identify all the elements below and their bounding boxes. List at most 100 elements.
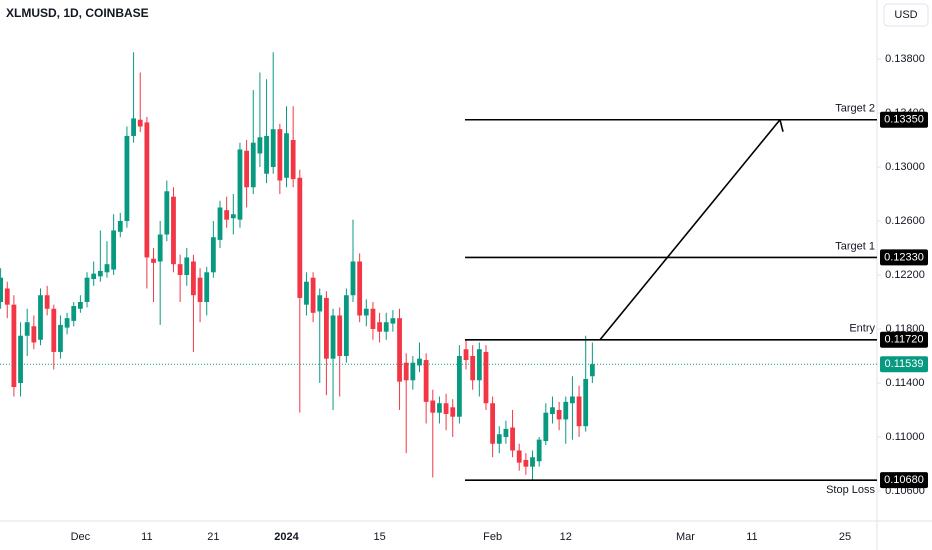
candle-body <box>44 295 50 309</box>
candle-body <box>58 324 63 352</box>
candle-body <box>530 457 535 467</box>
candle-body <box>191 261 196 296</box>
candle-body <box>124 135 130 221</box>
candle-body <box>470 355 476 381</box>
candle-body <box>304 281 309 305</box>
x-tick-label: 11 <box>141 531 152 543</box>
candle-body <box>570 396 575 404</box>
candle-body <box>84 277 90 302</box>
level-price-label: 0.12330 <box>884 251 924 263</box>
candle-body <box>556 409 562 420</box>
y-tick-label: 0.11000 <box>886 431 925 443</box>
candle-body <box>576 396 582 427</box>
candle-body <box>450 407 456 417</box>
candle-body <box>403 362 409 381</box>
candle-body <box>516 450 522 463</box>
currency-label[interactable]: USD <box>894 9 917 21</box>
last-price-label: 0.11539 <box>885 358 924 370</box>
level-name: Target 2 <box>835 103 875 115</box>
x-tick-label: 15 <box>373 531 385 543</box>
x-tick-label: 12 <box>560 531 572 543</box>
y-tick-label: 0.12600 <box>885 215 925 227</box>
level-price-box <box>880 249 928 266</box>
candle-body <box>390 318 396 324</box>
candle-body <box>64 318 70 328</box>
candle-body <box>476 349 482 381</box>
candle-body <box>437 403 442 413</box>
arrow <box>599 119 781 341</box>
level-name: Stop Loss <box>826 484 875 496</box>
candle-body <box>536 439 542 462</box>
candle-body <box>317 295 323 312</box>
last-price-box <box>880 356 928 373</box>
candle-body <box>237 149 243 220</box>
candle-body <box>463 349 469 361</box>
candle-body <box>496 434 502 444</box>
candle-body <box>490 403 496 444</box>
y-tick-label: 0.13000 <box>885 161 925 173</box>
y-tick-label: 0.11400 <box>886 377 925 389</box>
candle-body <box>456 355 462 417</box>
x-tick-label: 2024 <box>274 531 299 543</box>
candle-body <box>370 308 376 329</box>
candle-body <box>177 264 183 275</box>
candle-body <box>250 142 256 188</box>
candle-body <box>277 129 283 181</box>
candle-body <box>31 326 37 343</box>
candle-body <box>410 362 416 381</box>
x-tick-label: 25 <box>839 531 851 543</box>
candle-body <box>117 220 123 232</box>
x-tick-label: Mar <box>676 531 695 543</box>
candle-body <box>363 308 369 316</box>
candle-body <box>550 407 555 415</box>
candle-body <box>24 322 30 336</box>
level-name: Target 1 <box>835 240 875 252</box>
candle-body <box>523 459 529 467</box>
candle-body <box>11 304 17 388</box>
candle-body <box>483 351 489 404</box>
candle-body <box>589 364 595 377</box>
candle-body <box>4 288 10 305</box>
candle-body <box>111 230 117 270</box>
candle-body <box>510 427 515 451</box>
candle-body <box>423 360 429 402</box>
candle-body <box>91 273 97 280</box>
candle-body <box>297 177 303 298</box>
candle-body <box>38 295 43 340</box>
candle-body <box>171 196 176 265</box>
candle-body <box>144 122 150 258</box>
currency-button[interactable] <box>883 3 929 27</box>
candle-body <box>244 150 250 188</box>
candle-body <box>343 295 349 356</box>
candle-body <box>51 308 57 352</box>
candle-body <box>430 400 436 413</box>
candle-body <box>583 378 589 427</box>
x-tick-label: Dec <box>71 531 91 543</box>
candle-body <box>310 277 316 313</box>
candle-body <box>217 207 223 240</box>
chart-title: XLMUSD, 1D, COINBASE <box>6 6 149 20</box>
candle-body <box>184 257 190 275</box>
candle-body <box>71 306 77 321</box>
candle-body <box>210 237 216 273</box>
level-price-box <box>880 111 928 128</box>
y-tick-label: 0.12200 <box>885 269 925 281</box>
candle-body <box>350 261 356 296</box>
level-price-label: 0.11720 <box>885 334 924 346</box>
arrow-head <box>779 119 784 132</box>
candle-body <box>18 335 23 383</box>
candle-body <box>323 297 329 359</box>
x-tick-label: Feb <box>483 531 502 543</box>
candle-body <box>157 234 163 262</box>
candle-body <box>443 403 449 415</box>
x-tick-label: 11 <box>746 531 757 543</box>
level-price-box <box>880 331 928 348</box>
candle-body <box>284 133 289 178</box>
candle-body <box>151 258 156 263</box>
candle-body <box>357 261 363 316</box>
candle-body <box>383 322 389 332</box>
candle-body <box>77 301 83 309</box>
candle-body <box>264 135 269 174</box>
candle-body <box>257 137 263 154</box>
